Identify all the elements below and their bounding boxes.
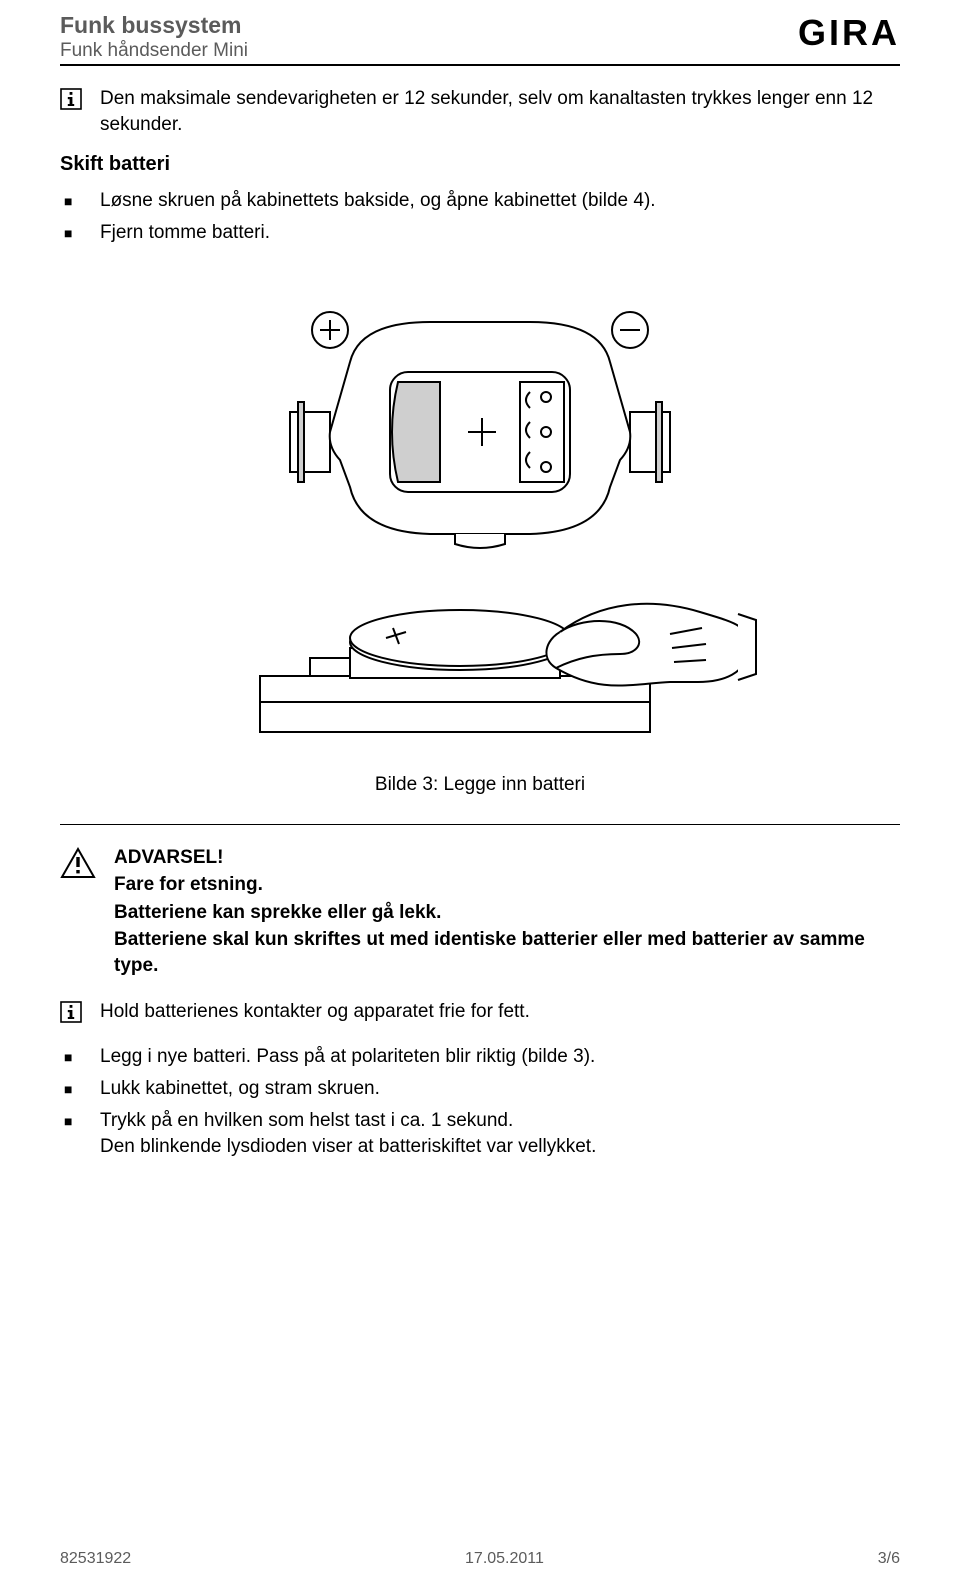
square-bullet-icon: ■ [60, 1044, 90, 1070]
square-bullet-icon: ■ [60, 1076, 90, 1102]
info-note-2: Hold batterienes kontakter og apparatet … [60, 999, 900, 1031]
square-bullet-icon: ■ [60, 188, 90, 214]
square-bullet-icon: ■ [60, 1108, 90, 1134]
bullet-row: ■ Fjern tomme batteri. [60, 220, 900, 246]
bullet-row: ■ Lukk kabinettet, og stram skruen. [60, 1076, 900, 1102]
info-icon [60, 1001, 90, 1031]
battery-diagram-svg [200, 282, 760, 752]
page-header: Funk bussystem Funk håndsender Mini GIRA [0, 0, 960, 64]
info-text-2: Hold batterienes kontakter og apparatet … [100, 999, 900, 1025]
bullet-text: Fjern tomme batteri. [100, 220, 900, 246]
warning-line: Fare for etsning. [114, 872, 900, 898]
header-rule [60, 64, 900, 66]
footer-pagenum: 3/6 [878, 1550, 900, 1568]
warning-block: ADVARSEL! Fare for etsning. Batteriene k… [60, 845, 900, 981]
figure-battery-insert [60, 282, 900, 760]
figure-caption: Bilde 3: Legge inn batteri [60, 772, 900, 798]
section-heading-skift-batteri: Skift batteri [60, 151, 900, 178]
bullet-text: Løsne skruen på kabinettets bakside, og … [100, 188, 900, 214]
brand-logo: GIRA [798, 12, 900, 54]
warning-line: Batteriene kan sprekke eller gå lekk. [114, 900, 900, 926]
page-content: Den maksimale sendevarigheten er 12 seku… [0, 86, 960, 1160]
bullet-text: Lukk kabinettet, og stram skruen. [100, 1076, 900, 1102]
footer-docnum: 82531922 [60, 1550, 131, 1568]
bullet-row: ■ Løsne skruen på kabinettets bakside, o… [60, 188, 900, 214]
warning-line: Batteriene skal kun skriftes ut med iden… [114, 927, 900, 978]
info-note-1: Den maksimale sendevarigheten er 12 seku… [60, 86, 900, 137]
warning-title: ADVARSEL! [114, 845, 900, 871]
header-title: Funk bussystem [60, 12, 248, 39]
header-left: Funk bussystem Funk håndsender Mini [60, 12, 248, 62]
info-icon [60, 88, 90, 118]
header-subtitle: Funk håndsender Mini [60, 40, 248, 62]
warning-icon [60, 847, 100, 887]
page-footer: 82531922 17.05.2011 3/6 [60, 1550, 900, 1568]
bullet-row: ■ Trykk på en hvilken som helst tast i c… [60, 1108, 900, 1159]
bullet-text: Trykk på en hvilken som helst tast i ca.… [100, 1108, 900, 1159]
bullet-text: Legg i nye batteri. Pass på at polaritet… [100, 1044, 900, 1070]
section-rule [60, 824, 900, 825]
footer-date: 17.05.2011 [465, 1550, 544, 1568]
info-text-1: Den maksimale sendevarigheten er 12 seku… [100, 86, 900, 137]
bullet-row: ■ Legg i nye batteri. Pass på at polarit… [60, 1044, 900, 1070]
warning-text: ADVARSEL! Fare for etsning. Batteriene k… [114, 845, 900, 981]
square-bullet-icon: ■ [60, 220, 90, 246]
